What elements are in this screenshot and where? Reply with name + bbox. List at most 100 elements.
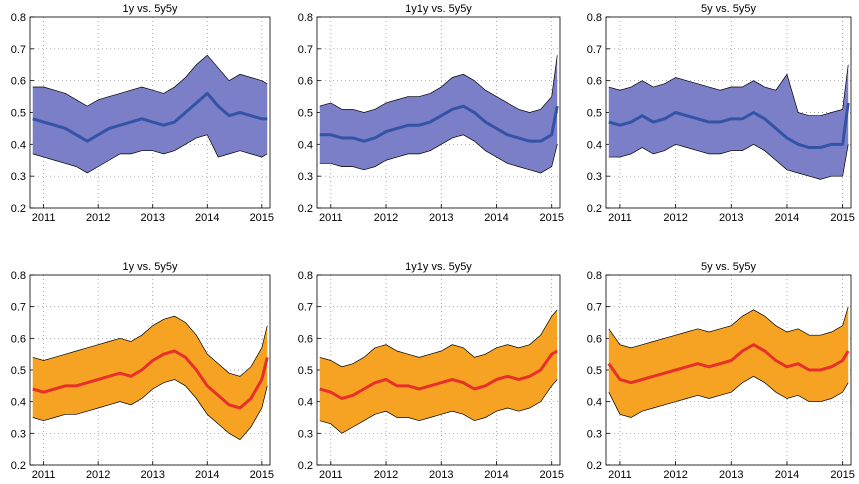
band-upper: [32, 315, 268, 377]
band-lower: [32, 379, 268, 441]
band-lower: [319, 379, 558, 434]
x-tick-label: 2013: [719, 212, 743, 224]
y-tick-label: 0.5: [298, 108, 313, 120]
x-tick-label: 2014: [484, 212, 508, 224]
y-tick-label: 0.5: [11, 108, 26, 120]
y-tick-label: 0.5: [587, 365, 602, 377]
y-tick-label: 0.8: [298, 12, 313, 24]
chart-title: 1y vs. 5y5y: [122, 3, 178, 15]
y-tick-label: 0.7: [11, 302, 26, 314]
y-tick-label: 0.8: [11, 12, 26, 24]
y-tick-label: 0.4: [298, 139, 313, 151]
x-tick-label: 2013: [429, 212, 453, 224]
x-tick-label: 2011: [32, 212, 56, 224]
x-tick-label: 2015: [250, 212, 274, 224]
y-tick-label: 0.6: [298, 333, 313, 345]
y-tick-label: 0.4: [11, 397, 26, 409]
x-tick-label: 2014: [484, 469, 508, 481]
y-tick-label: 0.7: [11, 44, 26, 56]
y-tick-label: 0.3: [587, 428, 602, 440]
y-tick-label: 0.4: [587, 139, 602, 151]
band-lower: [32, 134, 268, 174]
y-tick-label: 0.4: [587, 397, 602, 409]
y-tick-label: 0.4: [298, 397, 313, 409]
x-tick-label: 2012: [86, 212, 110, 224]
plot-frame: [316, 16, 561, 209]
band-fill: [608, 64, 849, 180]
x-tick-label: 2013: [140, 469, 164, 481]
chart-title: 1y1y vs. 5y5y: [405, 3, 472, 15]
y-tick-label: 0.6: [587, 76, 602, 88]
x-tick-label: 2012: [374, 469, 398, 481]
band-lower: [608, 375, 849, 418]
y-tick-label: 0.2: [587, 460, 602, 472]
band-upper: [608, 306, 849, 349]
x-tick-label: 2012: [86, 469, 110, 481]
band-fill: [32, 55, 268, 173]
chart-title: 1y vs. 5y5y: [122, 261, 178, 273]
y-tick-label: 0.5: [11, 365, 26, 377]
x-tick-label: 2014: [195, 469, 219, 481]
plot-frame: [316, 274, 561, 466]
mean-line: [319, 349, 558, 400]
y-tick-label: 0.7: [587, 302, 602, 314]
y-tick-label: 0.3: [298, 428, 313, 440]
y-tick-label: 0.8: [587, 270, 602, 282]
mean-line: [319, 104, 559, 143]
y-tick-label: 0.7: [298, 302, 313, 314]
mean-line: [32, 349, 269, 410]
y-tick-label: 0.5: [587, 108, 602, 120]
y-tick-label: 0.2: [298, 460, 313, 472]
y-tick-label: 0.3: [298, 171, 313, 183]
x-tick-label: 2015: [830, 469, 854, 481]
x-tick-label: 2012: [663, 469, 687, 481]
x-tick-label: 2015: [830, 212, 854, 224]
y-tick-label: 0.2: [298, 203, 313, 215]
chart-title: 1y1y vs. 5y5y: [405, 261, 472, 273]
x-tick-label: 2013: [429, 469, 453, 481]
x-tick-label: 2014: [195, 212, 219, 224]
y-tick-label: 0.8: [298, 270, 313, 282]
y-tick-label: 0.6: [587, 333, 602, 345]
y-tick-label: 0.8: [587, 12, 602, 24]
y-tick-label: 0.4: [11, 139, 26, 151]
x-tick-label: 2014: [775, 212, 799, 224]
band-fill: [319, 309, 558, 434]
band-lower: [608, 143, 849, 180]
band-upper: [319, 309, 558, 368]
y-tick-label: 0.8: [11, 270, 26, 282]
plot-frame: [605, 16, 852, 209]
plot-frame: [29, 16, 271, 209]
x-tick-label: 2011: [32, 469, 56, 481]
x-tick-label: 2012: [663, 212, 687, 224]
x-tick-label: 2011: [319, 212, 343, 224]
x-tick-label: 2011: [608, 212, 632, 224]
band-upper: [608, 64, 849, 117]
x-tick-label: 2015: [539, 212, 563, 224]
chart-title: 5y vs. 5y5y: [701, 3, 757, 15]
mean-line: [32, 91, 268, 143]
mean-line: [608, 102, 850, 150]
y-tick-label: 0.2: [587, 203, 602, 215]
band-upper: [319, 55, 558, 113]
y-tick-label: 0.6: [11, 333, 26, 345]
chart-title: 5y vs. 5y5y: [701, 261, 757, 273]
x-tick-label: 2011: [608, 469, 632, 481]
band-lower: [319, 134, 558, 174]
x-tick-label: 2014: [775, 469, 799, 481]
mean-line: [607, 343, 850, 385]
y-tick-label: 0.6: [11, 76, 26, 88]
y-tick-label: 0.5: [298, 365, 313, 377]
x-tick-label: 2012: [374, 212, 398, 224]
x-tick-label: 2013: [140, 212, 164, 224]
y-tick-label: 0.6: [298, 76, 313, 88]
y-tick-label: 0.2: [11, 203, 26, 215]
y-tick-label: 0.2: [11, 460, 26, 472]
y-tick-label: 0.3: [587, 171, 602, 183]
band-upper: [32, 54, 268, 107]
plot-frame: [29, 274, 271, 466]
x-tick-label: 2015: [250, 469, 274, 481]
y-tick-label: 0.7: [587, 44, 602, 56]
y-tick-label: 0.3: [11, 171, 26, 183]
